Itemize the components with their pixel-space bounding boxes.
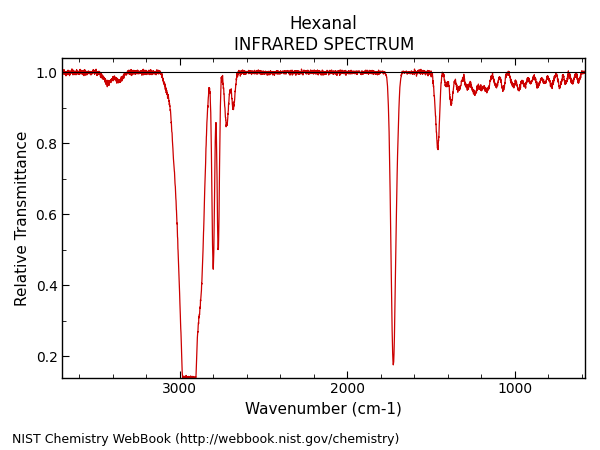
Title: Hexanal
INFRARED SPECTRUM: Hexanal INFRARED SPECTRUM — [233, 15, 414, 54]
X-axis label: Wavenumber (cm-1): Wavenumber (cm-1) — [245, 402, 402, 417]
Text: NIST Chemistry WebBook (http://webbook.nist.gov/chemistry): NIST Chemistry WebBook (http://webbook.n… — [12, 432, 400, 446]
Y-axis label: Relative Transmittance: Relative Transmittance — [15, 130, 30, 306]
